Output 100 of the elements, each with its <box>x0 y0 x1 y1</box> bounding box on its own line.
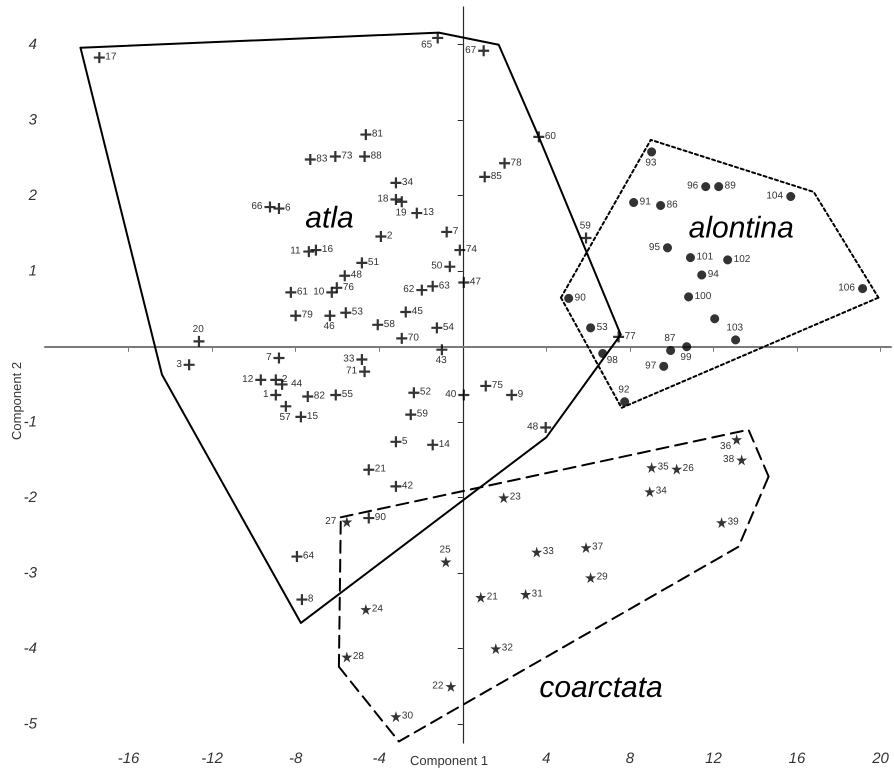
x-tick-label: 12 <box>705 750 722 767</box>
annotation: 23 <box>510 492 522 503</box>
annotation: 106 <box>838 282 856 294</box>
x-tick-label: 16 <box>788 750 806 767</box>
annotation: 36 <box>720 441 732 452</box>
annotation: 18 <box>377 193 389 204</box>
annotation: 94 <box>708 268 720 280</box>
annotation: 52 <box>420 386 432 398</box>
annotation: 96 <box>687 180 699 192</box>
annotation: 65 <box>421 39 433 50</box>
annotation: 88 <box>370 150 382 162</box>
annotation: 55 <box>342 389 354 400</box>
annotation: 40 <box>445 389 457 400</box>
annotation: 17 <box>105 52 117 63</box>
annotation: 102 <box>734 254 751 265</box>
annotation: 14 <box>438 438 450 450</box>
y-tick-label: -2 <box>24 489 38 506</box>
annotation: 85 <box>490 170 502 182</box>
annotation: 22 <box>432 680 444 692</box>
y-tick-label: 2 <box>28 187 38 204</box>
annotation: 10 <box>313 286 325 298</box>
annotation: 58 <box>384 318 396 330</box>
annotation: 20 <box>192 324 204 335</box>
annotation: 99 <box>680 352 692 364</box>
annotation: 90 <box>374 512 386 524</box>
annotation: 98 <box>606 354 618 366</box>
annotation: 28 <box>352 650 364 662</box>
annotation: 8 <box>308 594 314 605</box>
annotation: 5 <box>402 436 408 447</box>
annotation: 34 <box>656 486 668 497</box>
annotation: 53 <box>596 322 608 333</box>
annotation: 97 <box>645 360 657 372</box>
annotation: 87 <box>664 332 676 344</box>
annotation: 34 <box>402 176 414 188</box>
annotation: 76 <box>342 282 354 293</box>
annotation: 26 <box>682 462 694 474</box>
annotation: 83 <box>316 153 328 164</box>
annotation: 2 <box>386 230 393 242</box>
x-tick-label: -16 <box>118 750 140 767</box>
annotation: 2 <box>282 374 288 385</box>
annotation: 64 <box>302 550 314 562</box>
annotation: 37 <box>592 541 604 552</box>
series-label: atla <box>305 201 354 234</box>
annotation: 9 <box>518 389 524 400</box>
x-tick-label: 4 <box>542 750 551 767</box>
annotation: 74 <box>466 244 478 256</box>
annotation: 91 <box>640 196 652 208</box>
annotation: 70 <box>408 332 420 344</box>
annotation: 27 <box>325 516 337 527</box>
annotation: 73 <box>341 150 353 162</box>
annotation: 95 <box>648 242 660 253</box>
x-axis-title: Component 1 <box>410 753 488 768</box>
annotation: 82 <box>314 390 326 402</box>
annotation: 30 <box>402 710 414 722</box>
y-tick-label: 4 <box>28 36 37 54</box>
annotation: 101 <box>696 252 714 263</box>
annotation: 103 <box>726 322 744 334</box>
annotation: 48 <box>527 421 539 432</box>
annotation: 47 <box>470 276 482 288</box>
annotation: 90 <box>574 292 586 304</box>
x-tick-label: -4 <box>372 750 386 767</box>
annotation: 104 <box>766 190 784 202</box>
annotation: 7 <box>266 352 272 364</box>
x-tick-label: -8 <box>288 750 303 767</box>
y-tick-label: -3 <box>24 564 38 582</box>
annotation: 78 <box>510 157 522 168</box>
annotation: 29 <box>596 572 608 583</box>
annotation: 50 <box>431 260 443 272</box>
y-tick-label: -1 <box>24 414 37 431</box>
y-axis-title: Component 2 <box>9 362 24 440</box>
annotation: 54 <box>442 322 454 333</box>
x-tick-label: 20 <box>871 750 890 767</box>
annotation: 75 <box>492 380 504 391</box>
annotation: 93 <box>645 157 657 168</box>
annotation: 15 <box>306 410 318 422</box>
annotation: 79 <box>302 310 314 321</box>
annotation: 45 <box>412 306 424 317</box>
annotation: 89 <box>724 180 736 192</box>
y-tick-label: 1 <box>28 262 37 280</box>
annotation: 31 <box>532 588 544 600</box>
annotation: 71 <box>346 366 358 377</box>
series-label: coarctata <box>539 671 663 704</box>
annotation: 6 <box>284 202 291 214</box>
annotation: 77 <box>624 330 636 342</box>
annotation: 11 <box>290 246 302 257</box>
annotation: 60 <box>544 130 556 142</box>
annotation: 43 <box>436 355 448 366</box>
annotation: 59 <box>580 220 592 232</box>
annotation: 33 <box>542 546 554 558</box>
annotation: 35 <box>658 461 670 472</box>
annotation: 16 <box>322 244 334 256</box>
annotation: 81 <box>372 128 384 140</box>
annotation: 21 <box>486 591 498 602</box>
annotation: 63 <box>438 280 450 292</box>
annotation: 24 <box>372 603 384 614</box>
annotation: 39 <box>728 516 740 528</box>
annotation: 59 <box>416 408 428 420</box>
x-tick-label: 8 <box>626 750 635 767</box>
annotation: 53 <box>352 306 364 318</box>
annotation: 12 <box>242 374 254 385</box>
